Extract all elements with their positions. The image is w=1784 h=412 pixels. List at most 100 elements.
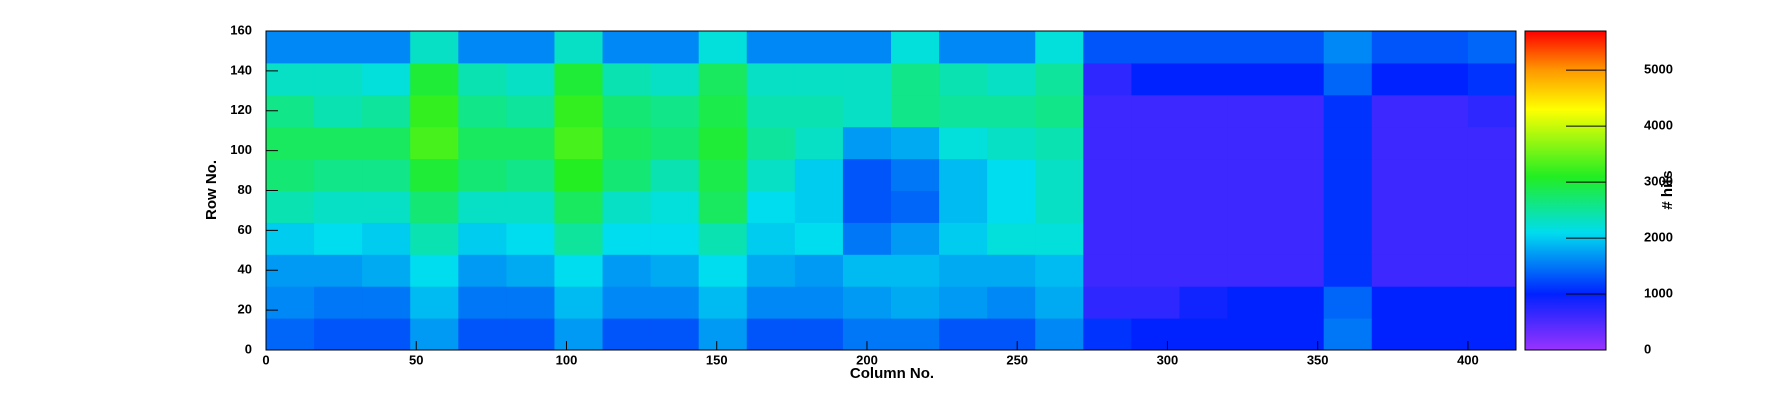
heatmap-cell [1419,94,1469,128]
heatmap-cell [554,158,604,191]
heatmap-cell [746,222,796,255]
heatmap-cell [410,94,459,128]
heatmap-cell [458,62,507,96]
y-tick-label: 100 [230,142,252,157]
heatmap-cell [1035,222,1084,255]
heatmap-cell [939,254,988,287]
heatmap-cell [410,222,459,255]
heatmap-cell [506,222,555,255]
heatmap-cell [1227,62,1277,96]
heatmap-cell [939,31,988,64]
heatmap-cell [1083,190,1132,223]
heatmap-cell [506,254,555,287]
heatmap-cell [410,254,459,287]
heatmap-cell [1275,286,1325,319]
colorbar-tick-label: 3000 [1644,174,1673,189]
heatmap-cell [602,126,652,160]
heatmap-cell [602,94,652,128]
heatmap-cell [1275,254,1325,287]
heatmap-cell [1179,158,1229,191]
heatmap-cell [842,222,892,255]
heatmap-cell [410,286,459,319]
heatmap-cell [1467,126,1517,160]
heatmap-cell [602,62,652,96]
heatmap-cell [1323,94,1373,128]
heatmap-cell [650,94,700,128]
heatmap-cell [1227,126,1277,160]
heatmap-cell [1323,62,1373,96]
heatmap-cell [891,254,940,287]
heatmap-cell [506,31,555,64]
heatmap-cell [266,318,315,351]
x-tick-label: 100 [556,352,578,367]
x-tick-label: 150 [706,352,728,367]
heatmap-cell [602,254,652,287]
colorbar-tick-label: 2000 [1644,230,1673,245]
heatmap-cell [1419,126,1469,160]
colorbar-title: # hits [1659,170,1676,209]
x-tick-label: 300 [1157,352,1179,367]
heatmap-cell [1467,94,1517,128]
heatmap-cell [1419,190,1469,223]
heatmap-cell [891,94,940,128]
heatmap-cell [1083,254,1132,287]
heatmap-cell [987,31,1036,64]
heatmap-cell [1083,31,1132,64]
heatmap-cell [1083,94,1132,128]
x-tick-label: 0 [262,352,269,367]
heatmap-cell [1083,158,1132,191]
heatmap-cell [1323,31,1373,64]
heatmap-cell [1419,158,1469,191]
heatmap-cell [746,31,796,64]
heatmap-cell [458,158,507,191]
heatmap-cell [1131,158,1180,191]
heatmap-cell [1467,158,1517,191]
heatmap-cell [1323,158,1373,191]
heatmap-cell [650,222,700,255]
heatmap-cell [458,222,507,255]
heatmap-cell [362,62,411,96]
heatmap-cell [314,286,363,319]
heatmap-cell [1371,254,1421,287]
heatmap-cell [794,62,844,96]
heatmap-cell [1179,222,1229,255]
heatmap-cell [746,190,796,223]
heatmap-cell [506,158,555,191]
heatmap-cell [506,62,555,96]
heatmap-cell [362,286,411,319]
heatmap-cell [602,190,652,223]
heatmap-cell [650,126,700,160]
x-tick-label: 400 [1457,352,1479,367]
y-tick-label: 120 [230,102,252,117]
heatmap-cell [1227,222,1277,255]
heatmap-cell [1179,318,1229,351]
heatmap-cell [1467,254,1517,287]
x-tick-label: 250 [1006,352,1028,367]
heatmap-cell [650,318,700,351]
heatmap-cell [842,286,892,319]
heatmap-cell [1419,254,1469,287]
heatmap-cell [1371,286,1421,319]
heatmap-cell [1179,286,1229,319]
x-tick-label: 200 [856,352,878,367]
heatmap-cell [746,62,796,96]
heatmap-cell [1227,94,1277,128]
heatmap-cell [1227,318,1277,351]
heatmap-cell [891,62,940,96]
heatmap-cell [698,222,748,255]
colorbar-tick-label: 1000 [1644,285,1673,300]
heatmap-cell [1131,318,1180,351]
heatmap-cell [506,286,555,319]
heatmap-cell [362,318,411,351]
heatmap-cell [314,158,363,191]
heatmap-cell [987,94,1036,128]
heatmap-cell [987,286,1036,319]
heatmap-cell [602,158,652,191]
x-tick-label: 50 [409,352,423,367]
heatmap-cell [1179,62,1229,96]
heatmap-cell [506,318,555,351]
heatmap-cell [1419,62,1469,96]
heatmap-cell [266,190,315,223]
heatmap-cell [1275,158,1325,191]
heatmap-cell [794,31,844,64]
